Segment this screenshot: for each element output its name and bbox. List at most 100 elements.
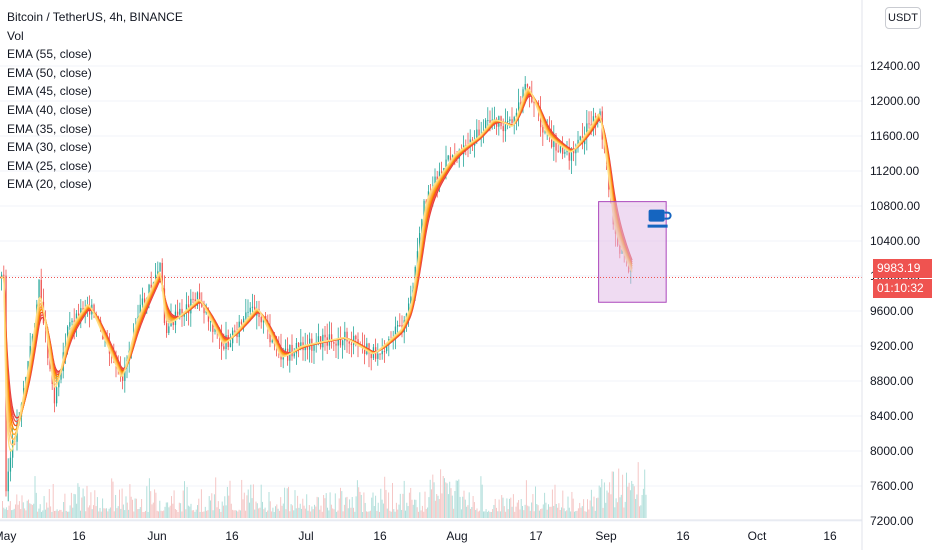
volume-bar <box>473 502 475 518</box>
candle-body <box>408 303 410 314</box>
volume-bar <box>282 503 284 518</box>
volume-bar <box>269 501 271 518</box>
volume-bar <box>576 510 578 518</box>
volume-bar <box>441 493 443 518</box>
volume-bar <box>479 510 481 518</box>
candle-body <box>335 343 337 346</box>
volume-bar <box>203 511 205 518</box>
volume-bar <box>164 506 166 518</box>
grid-lines <box>0 65 862 522</box>
indicator-ema-55[interactable]: EMA (55, close) <box>7 47 92 62</box>
volume-bar <box>632 483 634 518</box>
volume-bar <box>2 500 3 518</box>
volume-bar <box>356 480 358 518</box>
volume-bar <box>271 511 273 518</box>
volume-bar <box>121 488 123 518</box>
volume-bar <box>592 506 594 518</box>
volume-bar <box>532 494 534 518</box>
candle-body <box>71 320 73 323</box>
volume-bar <box>472 495 474 518</box>
volume-bar <box>433 482 435 518</box>
volume-bar <box>515 506 517 518</box>
candle-body <box>559 145 562 152</box>
volume-bar <box>345 497 347 518</box>
indicator-ema-30[interactable]: EMA (30, close) <box>7 140 92 155</box>
candle-body <box>348 341 350 344</box>
indicator-ema-25[interactable]: EMA (25, close) <box>7 158 92 173</box>
volume-bar <box>637 462 639 518</box>
volume-bar <box>275 506 276 518</box>
volume-bar <box>640 505 642 518</box>
volume-bar <box>343 504 345 518</box>
volume-bar <box>229 480 231 518</box>
volume-bar <box>202 511 204 518</box>
volume-bar <box>303 505 305 518</box>
volume-bar <box>26 500 28 518</box>
x-tick-label: Oct <box>748 529 767 543</box>
indicator-ema-45[interactable]: EMA (45, close) <box>7 84 92 99</box>
indicator-ema-50[interactable]: EMA (50, close) <box>7 65 92 80</box>
y-tick-label: 10800.00 <box>870 199 920 213</box>
volume-bar <box>232 509 234 518</box>
volume-bar <box>615 498 617 518</box>
candle-body <box>150 284 152 289</box>
volume-bar <box>494 498 496 518</box>
volume-bar <box>298 507 300 518</box>
volume-bar <box>451 495 453 518</box>
candle-body <box>295 342 298 354</box>
volume-bar <box>524 504 526 518</box>
volume-bar <box>427 507 429 518</box>
volume-bar <box>28 499 29 518</box>
indicator-ema-20[interactable]: EMA (20, close) <box>7 177 92 192</box>
indicator-vol[interactable]: Vol <box>7 28 24 43</box>
volume-bar <box>243 492 245 518</box>
volume-bar <box>190 503 192 518</box>
volume-bar <box>342 511 344 518</box>
volume-bar <box>440 469 442 518</box>
volume-bar <box>340 487 341 518</box>
volume-bar <box>557 507 559 518</box>
candle-body <box>531 93 533 103</box>
indicator-ema-35[interactable]: EMA (35, close) <box>7 121 92 136</box>
candle-body <box>181 308 183 317</box>
volume-bar <box>77 483 79 518</box>
candle-body <box>247 311 249 313</box>
candle-body <box>1 274 3 278</box>
volume-bar <box>206 510 208 518</box>
volume-bar <box>85 511 87 518</box>
volume-bar <box>56 509 58 518</box>
volume-bar <box>528 506 530 518</box>
volume-bar <box>559 510 561 518</box>
volume-bar <box>471 507 473 518</box>
volume-bar <box>224 496 226 518</box>
volume-bar <box>389 510 391 518</box>
candle-body <box>38 279 40 305</box>
symbol-title[interactable]: Bitcoin / TetherUS, 4h, BINANCE <box>7 10 183 24</box>
volume-bar <box>215 477 217 518</box>
volume-bar <box>199 511 201 518</box>
volume-bar <box>276 504 278 518</box>
volume-bar <box>480 476 482 518</box>
candle-body <box>183 312 185 317</box>
volume-bar <box>160 510 162 518</box>
volume-bar <box>449 481 451 518</box>
candle-body <box>3 274 5 276</box>
volume-bar <box>367 511 369 518</box>
volume-bar <box>558 503 560 518</box>
volume-bar <box>319 509 321 518</box>
volume-bar <box>388 492 390 518</box>
volume-bar <box>308 505 310 518</box>
indicator-ema-40[interactable]: EMA (40, close) <box>7 102 92 117</box>
volume-bar <box>277 508 279 518</box>
volume-bar <box>351 497 353 518</box>
currency-button[interactable]: USDT <box>885 7 921 29</box>
volume-bar <box>460 509 462 518</box>
volume-bar <box>384 476 386 518</box>
volume-bar <box>12 509 14 518</box>
candle-body <box>364 346 366 355</box>
volume-bar <box>50 506 52 518</box>
candle-body <box>291 344 293 357</box>
volume-bar <box>306 494 308 518</box>
volume-bar <box>503 506 505 518</box>
